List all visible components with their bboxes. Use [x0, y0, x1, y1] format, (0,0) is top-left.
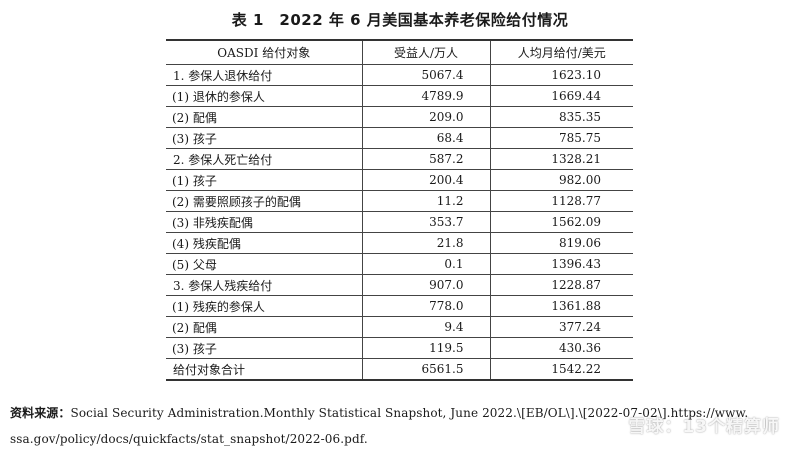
source-line-2: ssa.gov/policy/docs/quickfacts/stat_snap… [10, 432, 368, 446]
header-beneficiaries: 受益人/万人 [361, 39, 490, 65]
row-label: (5) 父母 [166, 253, 362, 275]
table-row: (4) 残疾配偶 21.8 819.06 [166, 232, 633, 254]
row-label: (4) 残疾配偶 [166, 232, 362, 254]
table-row: (3) 非残疾配偶 353.7 1562.09 [166, 211, 633, 233]
row-beneficiaries: 9.4 [361, 316, 490, 338]
row-label: (2) 配偶 [166, 316, 362, 338]
table-header: OASDI 给付对象 受益人/万人 人均月给付/美元 [166, 39, 633, 65]
table-title: 表 1 2022 年 6 月美国基本养老保险给付情况 [231, 11, 569, 29]
row-average-monthly-benefit: 835.35 [489, 106, 633, 128]
table-row: (3) 孩子 119.5 430.36 [166, 337, 633, 359]
table-container: OASDI 给付对象 受益人/万人 人均月给付/美元 1. 参保人退休给付 506… [166, 39, 633, 381]
row-beneficiaries: 5067.4 [361, 64, 490, 86]
table-row: 给付对象合计 6561.5 1542.22 [166, 358, 633, 381]
source-line-1: Social Security Administration.Monthly S… [70, 406, 749, 420]
row-label: 2. 参保人死亡给付 [166, 148, 362, 170]
row-average-monthly-benefit: 1328.21 [489, 148, 633, 170]
row-beneficiaries: 907.0 [361, 274, 490, 296]
table-row: 3. 参保人残疾给付 907.0 1228.87 [166, 274, 633, 296]
row-beneficiaries: 0.1 [361, 253, 490, 275]
row-average-monthly-benefit: 785.75 [489, 127, 633, 149]
row-average-monthly-benefit: 1562.09 [489, 211, 633, 233]
row-beneficiaries: 21.8 [361, 232, 490, 254]
row-beneficiaries: 587.2 [361, 148, 490, 170]
table-row: 1. 参保人退休给付 5067.4 1623.10 [166, 64, 633, 86]
row-label: (1) 孩子 [166, 169, 362, 191]
row-label: (2) 配偶 [166, 106, 362, 128]
source-note: 资料来源：Social Security Administration.Mont… [10, 404, 798, 448]
header-row: OASDI 给付对象 受益人/万人 人均月给付/美元 [166, 39, 633, 65]
row-beneficiaries: 209.0 [361, 106, 490, 128]
row-beneficiaries: 778.0 [361, 295, 490, 317]
row-label: 1. 参保人退休给付 [166, 64, 362, 86]
table-body: 1. 参保人退休给付 5067.4 1623.10 (1) 退休的参保人 4789.9 1… [166, 64, 633, 381]
table-row: (1) 残疾的参保人 778.0 1361.88 [166, 295, 633, 317]
row-label: (1) 残疾的参保人 [166, 295, 362, 317]
header-recipient-type: OASDI 给付对象 [166, 39, 362, 65]
table-row: (1) 孩子 200.4 982.00 [166, 169, 633, 191]
row-average-monthly-benefit: 377.24 [489, 316, 633, 338]
row-average-monthly-benefit: 430.36 [489, 337, 633, 359]
row-label: 给付对象合计 [166, 358, 362, 381]
table-row: (1) 退休的参保人 4789.9 1669.44 [166, 85, 633, 107]
row-label: (1) 退休的参保人 [166, 85, 362, 107]
row-label: (3) 非残疾配偶 [166, 211, 362, 233]
row-average-monthly-benefit: 1228.87 [489, 274, 633, 296]
row-label: 3. 参保人残疾给付 [166, 274, 362, 296]
table-row: (5) 父母 0.1 1396.43 [166, 253, 633, 275]
watermark: 雪球：13个精算师 [628, 417, 780, 437]
row-average-monthly-benefit: 1396.43 [489, 253, 633, 275]
row-beneficiaries: 6561.5 [361, 358, 490, 381]
table-row: (2) 配偶 209.0 835.35 [166, 106, 633, 128]
row-average-monthly-benefit: 1128.77 [489, 190, 633, 212]
table-row: (2) 需要照顾孩子的配偶 11.2 1128.77 [166, 190, 633, 212]
row-label: (3) 孩子 [166, 337, 362, 359]
row-label: (3) 孩子 [166, 127, 362, 149]
row-beneficiaries: 4789.9 [361, 85, 490, 107]
header-average-monthly-benefit: 人均月给付/美元 [489, 39, 633, 65]
table-row: (3) 孩子 68.4 785.75 [166, 127, 633, 149]
source-label: 资料来源： [10, 406, 71, 420]
row-beneficiaries: 200.4 [361, 169, 490, 191]
table-row: 2. 参保人死亡给付 587.2 1328.21 [166, 148, 633, 170]
row-average-monthly-benefit: 1361.88 [489, 295, 633, 317]
row-average-monthly-benefit: 982.00 [489, 169, 633, 191]
row-average-monthly-benefit: 1542.22 [489, 358, 633, 381]
row-average-monthly-benefit: 819.06 [489, 232, 633, 254]
row-average-monthly-benefit: 1623.10 [489, 64, 633, 86]
table-row: (2) 配偶 9.4 377.24 [166, 316, 633, 338]
row-label: (2) 需要照顾孩子的配偶 [166, 190, 362, 212]
row-beneficiaries: 119.5 [361, 337, 490, 359]
pension-table: OASDI 给付对象 受益人/万人 人均月给付/美元 1. 参保人退休给付 506… [166, 39, 633, 381]
row-beneficiaries: 68.4 [361, 127, 490, 149]
row-beneficiaries: 353.7 [361, 211, 490, 233]
row-average-monthly-benefit: 1669.44 [489, 85, 633, 107]
row-beneficiaries: 11.2 [361, 190, 490, 212]
